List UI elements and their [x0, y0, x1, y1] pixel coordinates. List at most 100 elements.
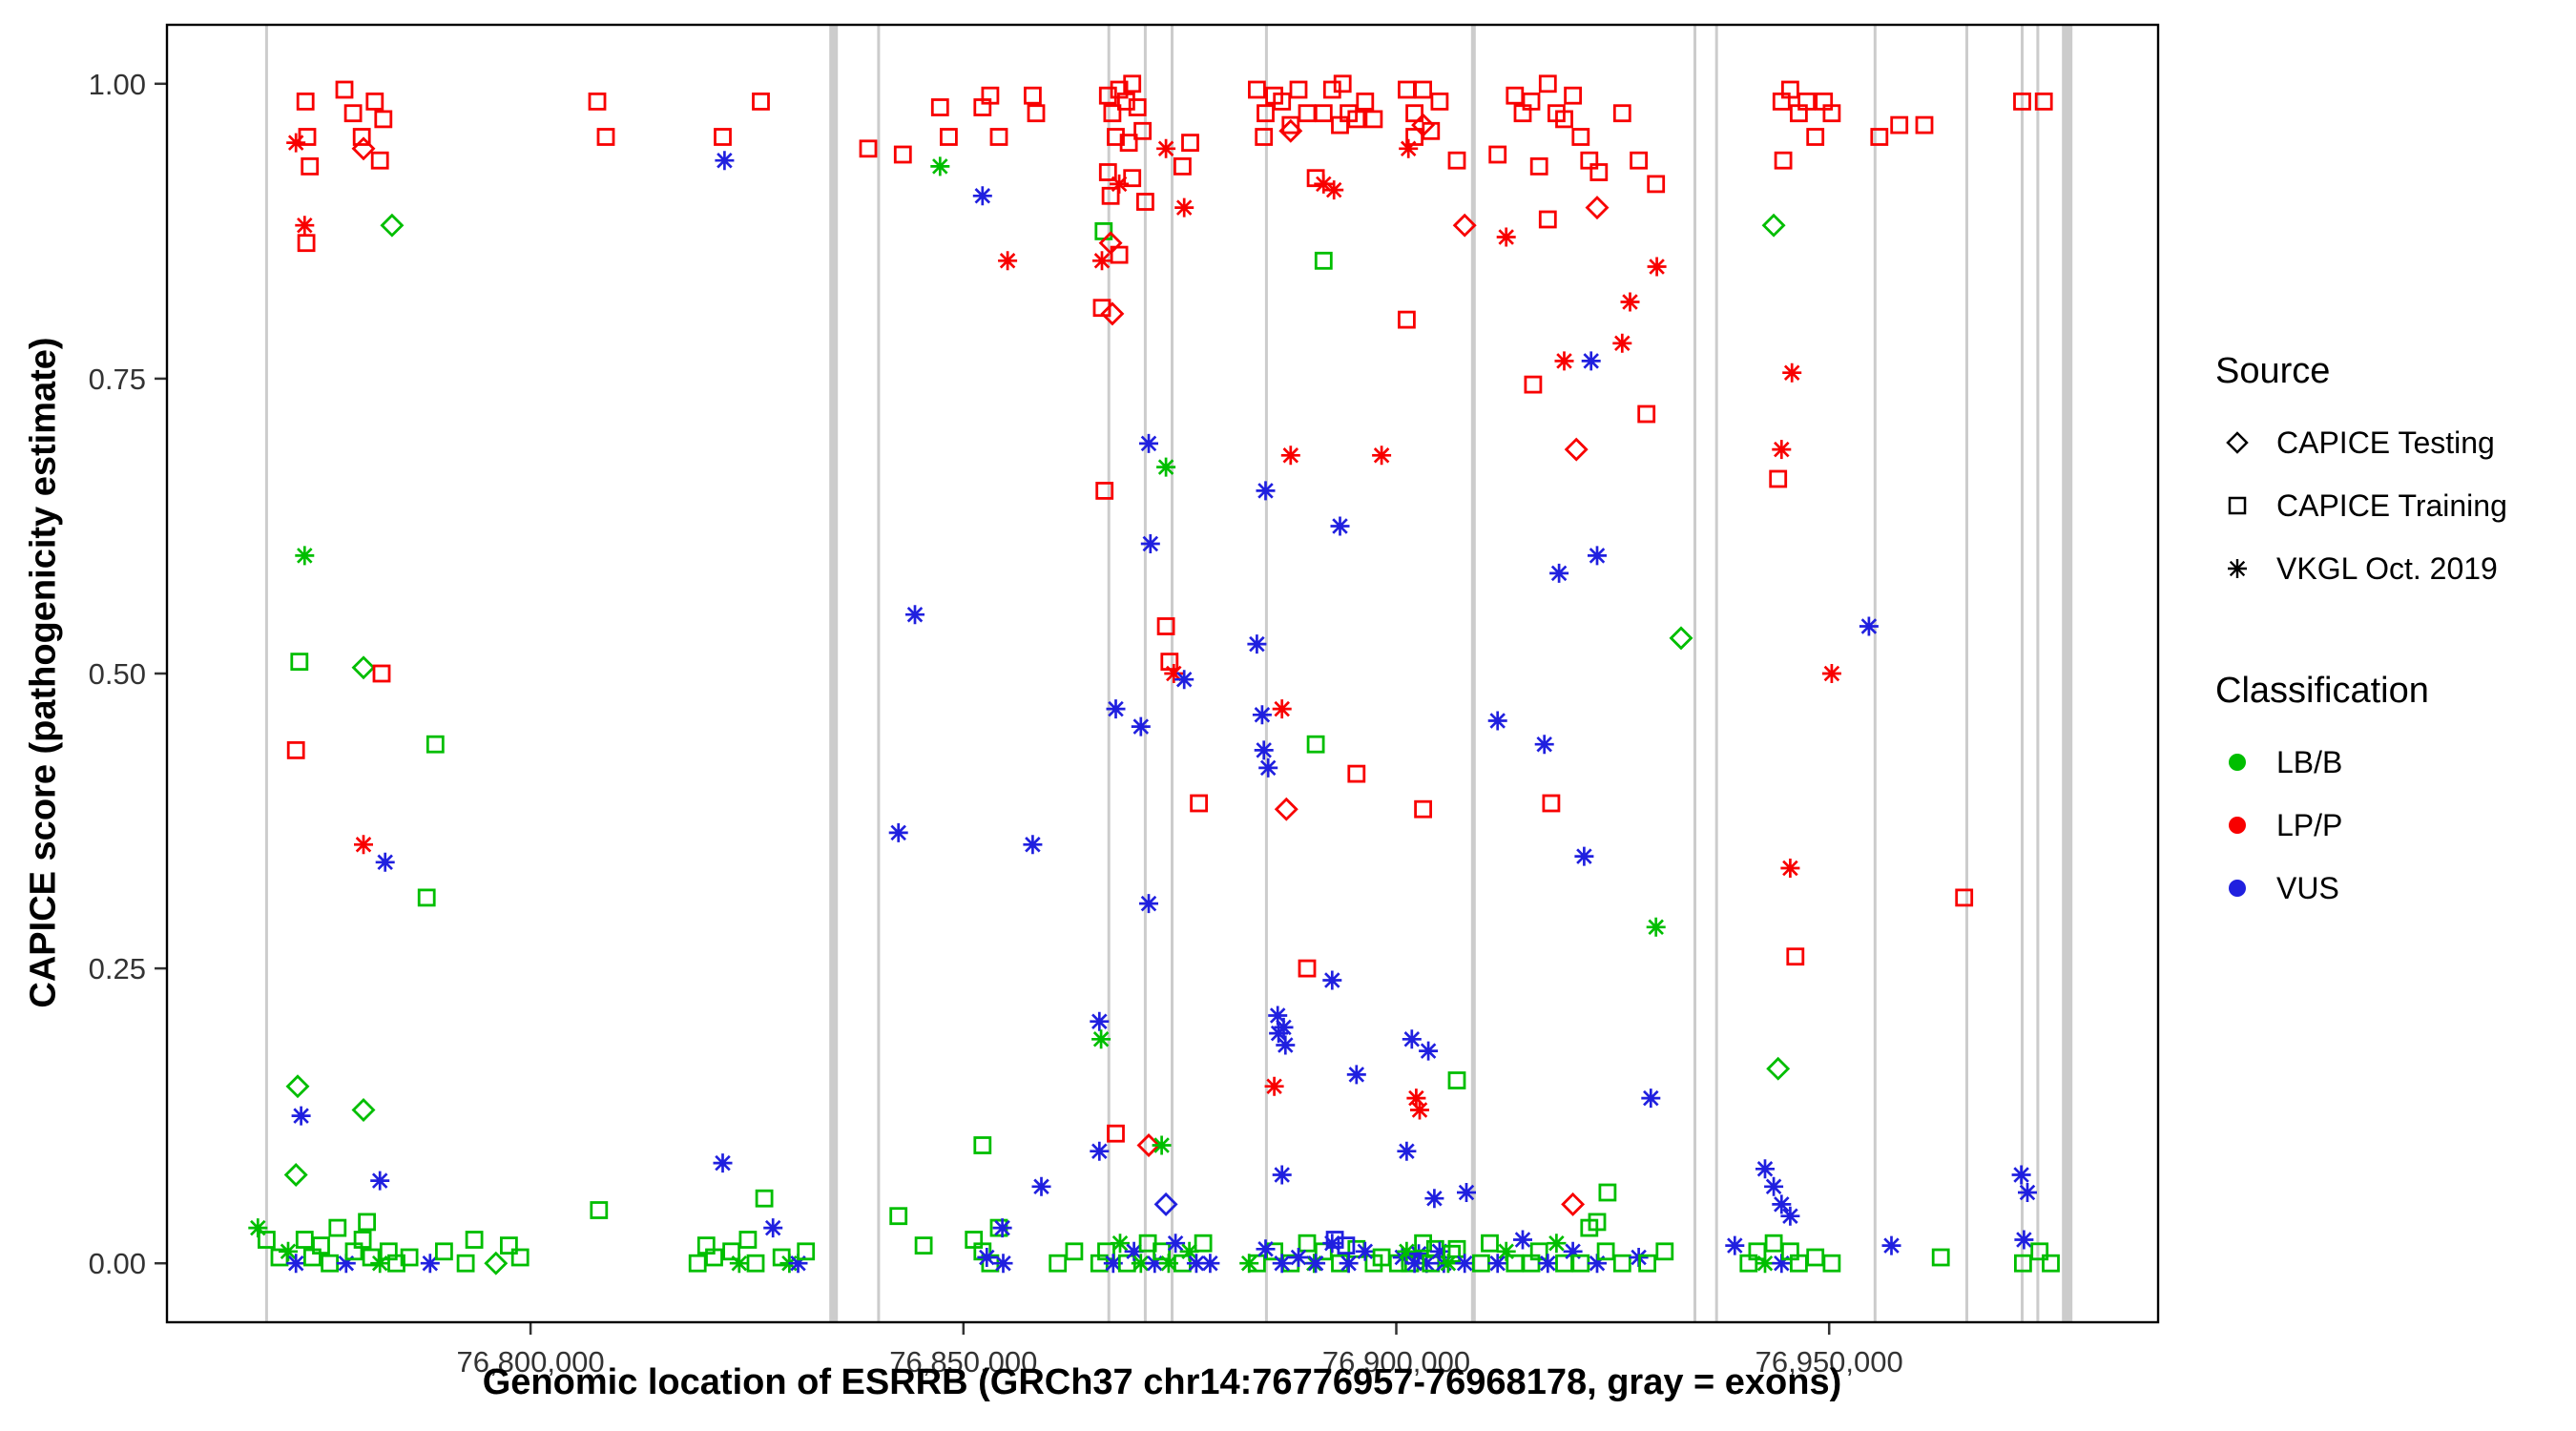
legend-item-vus: VUS: [2215, 866, 2507, 910]
data-point: [1027, 104, 1046, 123]
data-point: [298, 128, 317, 146]
legend-item-vkgl: VKGL Oct. 2019: [2215, 547, 2507, 591]
x-tick-label: 76,850,000: [889, 1345, 1037, 1379]
legend-item-label: CAPICE Testing: [2276, 425, 2495, 460]
data-point: [989, 128, 1008, 146]
data-point: [1399, 138, 1419, 158]
legend-item-capice-testing: CAPICE Testing: [2215, 421, 2507, 465]
exon-band: [1714, 26, 1718, 1321]
data-point: [1542, 794, 1561, 813]
data-point: [1166, 1234, 1186, 1254]
blue-dot-icon: [2229, 880, 2246, 897]
data-point: [596, 128, 615, 146]
exon-band: [877, 26, 881, 1321]
data-point: [2030, 1242, 2049, 1261]
data-point: [1638, 1254, 1656, 1273]
data-point: [1915, 115, 1934, 135]
data-point: [248, 1218, 268, 1238]
exon-band: [264, 26, 268, 1321]
legend-item-label: VKGL Oct. 2019: [2276, 550, 2498, 586]
data-point: [295, 216, 315, 236]
data-point: [279, 1241, 298, 1261]
data-point: [1561, 1192, 1586, 1216]
data-point: [1806, 1248, 1825, 1267]
data-point: [2011, 1165, 2031, 1185]
data-point: [1612, 104, 1631, 123]
data-point: [1314, 104, 1333, 123]
data-point: [1186, 1254, 1206, 1274]
data-point: [1107, 1124, 1125, 1143]
exon-band: [2021, 26, 2024, 1321]
data-point: [1274, 797, 1298, 821]
data-point: [1443, 1244, 1461, 1263]
data-point: [1098, 86, 1117, 105]
data-point: [2014, 1230, 2034, 1250]
data-point: [998, 251, 1018, 271]
data-point: [1298, 104, 1317, 123]
data-point: [1774, 151, 1793, 170]
data-point: [1131, 716, 1151, 736]
data-point: [1314, 174, 1334, 194]
data-point: [286, 741, 305, 759]
data-point: [1529, 1242, 1548, 1261]
data-point: [1174, 670, 1195, 690]
data-point: [1646, 917, 1666, 937]
data-point: [1106, 699, 1126, 719]
data-point: [1549, 563, 1569, 583]
data-point: [1023, 835, 1043, 855]
data-point: [1414, 799, 1432, 819]
data-point: [1411, 113, 1436, 137]
data-point: [1139, 433, 1158, 453]
data-point: [1538, 74, 1557, 93]
data-point: [1372, 446, 1392, 466]
y-tick-label: 0.25: [89, 952, 146, 985]
data-point: [1429, 1241, 1449, 1261]
data-point: [1821, 664, 1841, 683]
data-point: [1098, 163, 1117, 181]
data-point: [1092, 299, 1111, 318]
data-point: [352, 128, 371, 146]
data-point: [370, 1171, 390, 1191]
data-point: [746, 1254, 765, 1273]
data-point: [358, 1213, 377, 1232]
data-point: [1145, 1254, 1165, 1274]
exon-band: [2062, 26, 2073, 1321]
data-point: [763, 1218, 783, 1238]
data-point: [1786, 947, 1805, 966]
legend-item-lbb: LB/B: [2215, 740, 2507, 784]
data-point: [387, 1254, 405, 1273]
data-point: [1496, 227, 1516, 247]
data-point: [1859, 616, 1879, 636]
data-point: [1564, 437, 1589, 462]
data-point: [1620, 292, 1640, 312]
data-point: [1414, 80, 1432, 99]
data-point: [797, 1242, 816, 1261]
data-point: [714, 128, 732, 146]
data-point: [788, 1254, 808, 1274]
data-point: [417, 888, 436, 907]
data-point: [1481, 1234, 1499, 1253]
data-point: [1641, 1089, 1661, 1109]
data-point: [930, 98, 949, 116]
legend-item-label: LP/P: [2276, 807, 2343, 842]
data-point: [981, 86, 1000, 105]
data-point: [1024, 86, 1042, 105]
data-point: [1136, 193, 1154, 211]
data-point: [1254, 740, 1274, 760]
data-point: [1534, 735, 1554, 755]
data-point: [365, 93, 384, 111]
data-point: [1100, 301, 1125, 326]
data-point: [1364, 110, 1383, 129]
data-point: [295, 1231, 314, 1249]
data-point: [705, 1248, 723, 1267]
data-point: [295, 546, 315, 566]
axis-ticks: 76,800,000 76,850,000 76,900,000 76,950,000…: [89, 68, 1903, 1379]
panel-border: [165, 23, 2160, 1324]
data-point: [1333, 74, 1352, 93]
data-point: [755, 1189, 774, 1208]
data-point: [1538, 210, 1557, 229]
data-point: [1289, 80, 1308, 99]
data-point: [1248, 1254, 1266, 1273]
data-point: [1339, 1254, 1359, 1274]
data-point: [1409, 1244, 1429, 1264]
